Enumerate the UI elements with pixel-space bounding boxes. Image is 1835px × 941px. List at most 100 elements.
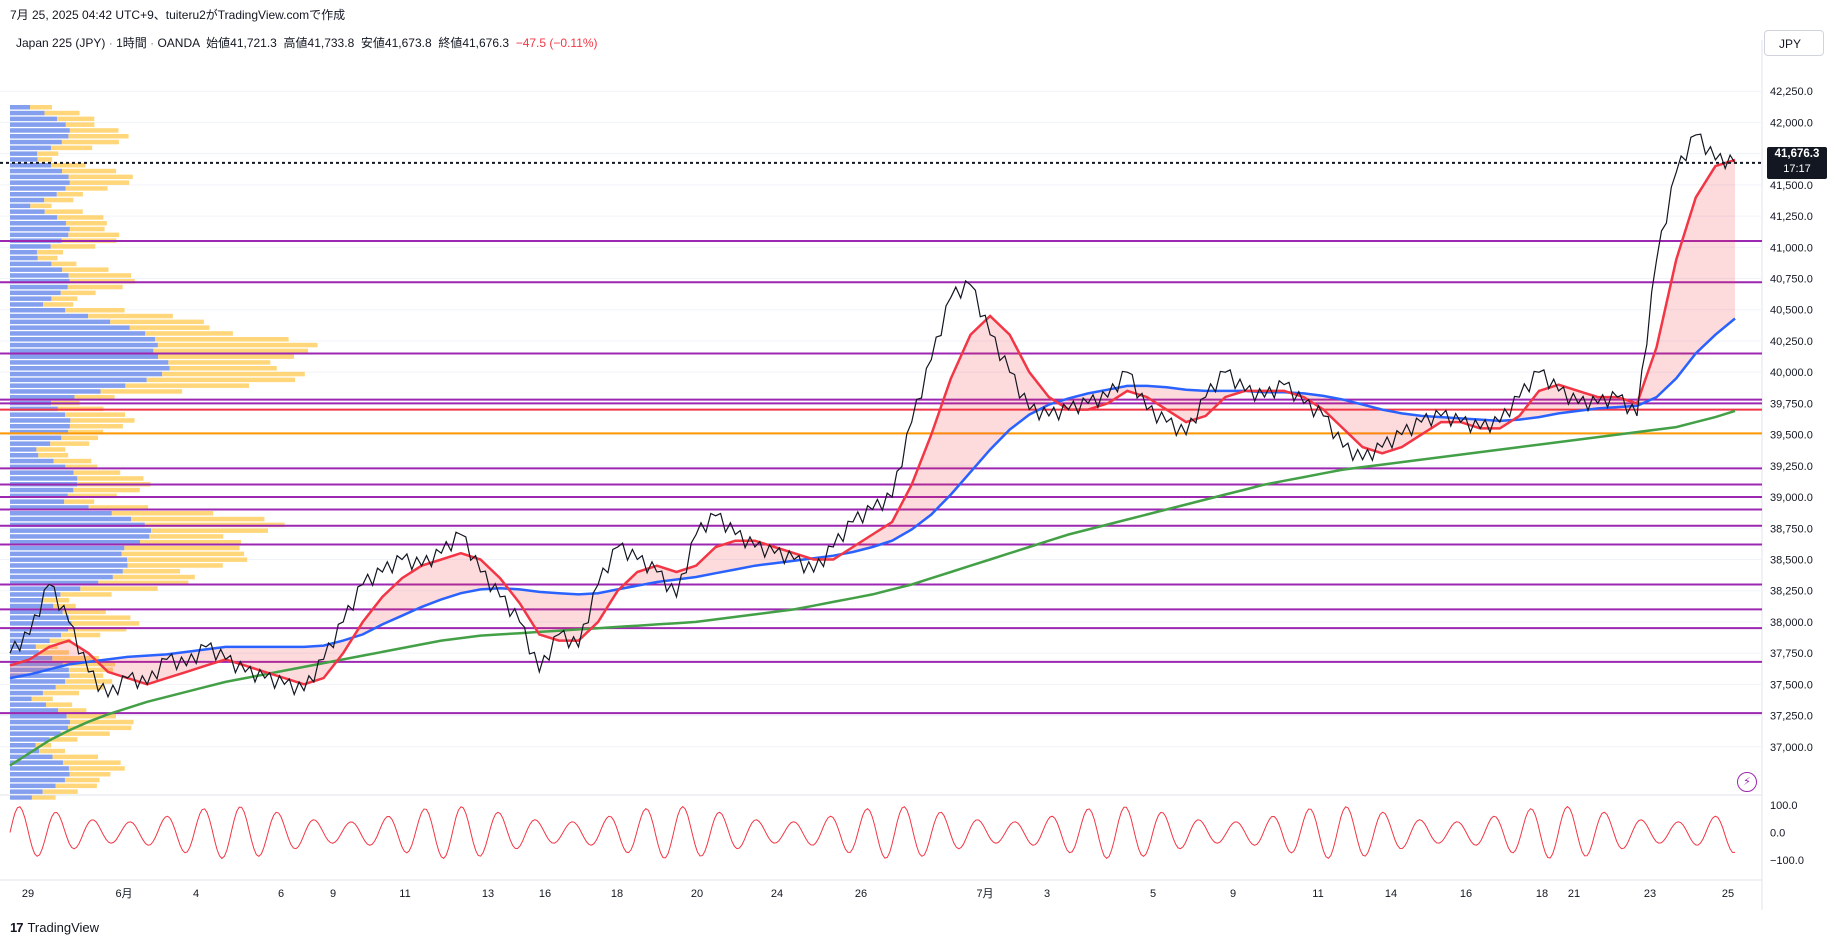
volume-profile-bar-up xyxy=(10,313,89,319)
volume-profile-bar-up xyxy=(10,777,65,783)
price-tick-label: 41,500.0 xyxy=(1770,180,1813,192)
time-tick-label: 21 xyxy=(1568,888,1580,900)
price-tick-label: 40,750.0 xyxy=(1770,274,1813,286)
volume-profile-bar-down xyxy=(168,360,271,365)
price-axis[interactable]: 42,250.042,000.041,750.041,500.041,250.0… xyxy=(1770,86,1813,754)
volume-profile-bar-down xyxy=(149,534,224,539)
volume-profile-bar-up xyxy=(10,690,43,696)
volume-profile-bar-down xyxy=(52,754,99,760)
volume-profile-bar-down xyxy=(68,134,129,139)
time-tick-label: 26 xyxy=(855,888,867,900)
volume-profile-bar-up xyxy=(10,447,37,452)
volume-profile-bar-up xyxy=(10,458,54,464)
volume-profile-bar-up xyxy=(10,772,70,777)
volume-profile-bar-up xyxy=(10,284,68,290)
time-tick-label: 5 xyxy=(1150,888,1156,900)
price-tick-label: 42,000.0 xyxy=(1770,117,1813,129)
volume-profile-bar-down xyxy=(58,708,87,713)
oscillator-tick-label: 0.0 xyxy=(1770,828,1785,840)
volume-profile-bar-down xyxy=(39,748,66,754)
volume-profile-bar-down xyxy=(61,632,101,638)
volume-profile-bar-up xyxy=(10,615,70,620)
oscillator-axis[interactable]: 100.0 0.0 −100.0 xyxy=(1770,800,1804,867)
price-tick-label: 39,000.0 xyxy=(1770,492,1813,504)
volume-profile-bar-up xyxy=(10,290,61,296)
volume-profile-bar-down xyxy=(127,557,248,562)
volume-profile-bar-down xyxy=(64,499,95,504)
volume-profile-bar-up xyxy=(10,516,132,522)
legend-interval[interactable]: 1時間 xyxy=(116,36,147,50)
volume-profile-bar-down xyxy=(67,493,117,499)
volume-profile-bar-down xyxy=(60,731,110,736)
time-axis[interactable]: 29 6月 4 6 9 11 13 16 18 20 24 26 7月 3 5 9 11 14 16 18 21 23 25 xyxy=(0,879,1762,900)
volume-profile-bar-up xyxy=(10,696,32,702)
volume-profile-bar-up xyxy=(10,679,66,684)
volume-profile-bar-down xyxy=(65,221,107,226)
volume-profile-bar-down xyxy=(100,389,183,394)
volume-profile-bar-down xyxy=(122,569,181,574)
volume-profile-bar-down xyxy=(68,667,113,673)
volume-profile-bar-up xyxy=(10,325,130,330)
legend-change: −47.5 (−0.11%) xyxy=(515,36,598,50)
time-tick-label: 16 xyxy=(539,888,551,900)
time-tick-label: 3 xyxy=(1044,888,1050,900)
symbol-legend: Japan 225 (JPY) · 1時間 · OANDA 始値41,721.3… xyxy=(16,36,598,50)
volume-profile-bar-down xyxy=(62,760,121,765)
time-tick-label: 16 xyxy=(1460,888,1472,900)
time-tick-label: 18 xyxy=(611,888,623,900)
volume-profile-bar-down xyxy=(43,302,74,307)
volume-profile-bar-down xyxy=(65,122,95,127)
volume-profile-bar-down xyxy=(65,679,113,684)
volume-profile-bar-up xyxy=(10,632,62,638)
volume-profile-bar-up xyxy=(10,487,74,493)
time-tick-label: 6 xyxy=(278,888,284,900)
volume-profile-bar-down xyxy=(38,650,69,655)
legend-symbol[interactable]: Japan 225 (JPY) xyxy=(16,36,106,50)
volume-profile-bar-down xyxy=(67,725,132,731)
tradingview-logo[interactable]: 17 TradingView xyxy=(10,920,99,935)
volume-profile-bar-up xyxy=(10,719,70,725)
volume-profile-bar-up xyxy=(10,685,56,690)
volume-profile-bar-down xyxy=(36,250,63,255)
price-tick-label: 41,250.0 xyxy=(1770,211,1813,223)
volume-profile-bar-up xyxy=(10,511,112,516)
currency-selector[interactable]: JPY xyxy=(1764,30,1824,56)
volume-profile-bar-down xyxy=(61,139,119,145)
volume-profile-bar-up xyxy=(10,429,69,435)
volume-profile-bar-up xyxy=(10,180,70,185)
price-tick-label: 38,250.0 xyxy=(1770,586,1813,598)
price-tick-label: 41,000.0 xyxy=(1770,242,1813,254)
volume-profile-bar-down xyxy=(69,615,131,620)
volume-profile-bar-up xyxy=(10,139,62,145)
volume-profile-bar-up xyxy=(10,110,45,116)
volume-profile-bar-down xyxy=(169,366,277,371)
volume-profile-bar-up xyxy=(10,557,128,562)
time-tick-label: 20 xyxy=(691,888,703,900)
volume-profile-bar-down xyxy=(140,540,242,545)
volume-profile-bar-up xyxy=(10,360,169,365)
volume-profile-bar-down xyxy=(42,690,79,696)
volume-profile-bar-up xyxy=(10,731,61,736)
lightning-icon[interactable]: ⚡ xyxy=(1737,772,1757,792)
volume-profile-bar-up xyxy=(10,354,159,359)
volume-profile-bar-down xyxy=(56,192,83,197)
volume-profile-bar-up xyxy=(10,418,71,423)
volume-profile-bar-down xyxy=(52,656,99,661)
volume-profile-bar-down xyxy=(69,226,105,232)
volume-profile-bar-down xyxy=(69,424,123,429)
volume-profile-bar-up xyxy=(10,627,69,632)
price-tick-label: 37,250.0 xyxy=(1770,711,1813,723)
volume-profile-bar-down xyxy=(62,168,117,174)
volume-profile-bar-down xyxy=(55,685,104,690)
volume-profile-bar-up xyxy=(10,116,57,122)
volume-profile-bar-up xyxy=(10,134,69,139)
price-tick-label: 39,500.0 xyxy=(1770,430,1813,442)
volume-profile-bar-up xyxy=(10,737,50,742)
legend-open: 始値41,721.3 xyxy=(206,36,277,50)
volume-profile-bar-up xyxy=(10,296,52,301)
volume-profile-bar-down xyxy=(68,174,133,180)
legend-low: 安値41,673.8 xyxy=(360,36,432,50)
oscillator-tick-label: −100.0 xyxy=(1770,855,1804,867)
volume-profile-bar-up xyxy=(10,250,37,255)
